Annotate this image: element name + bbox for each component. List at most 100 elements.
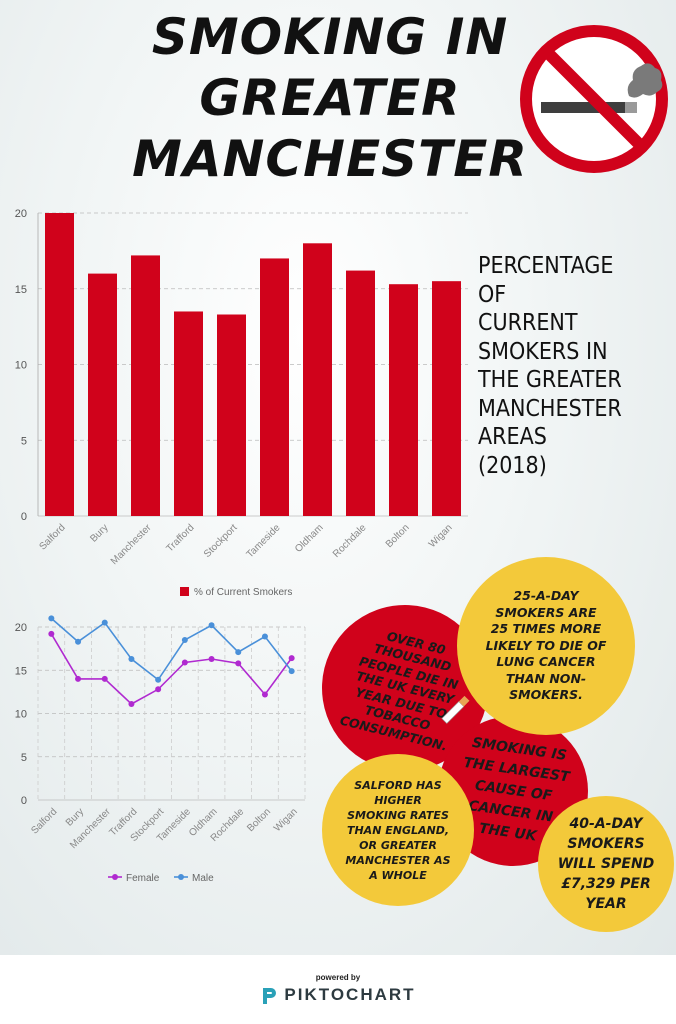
fact-text: MANCHESTER AS <box>345 853 451 867</box>
no-smoking-icon <box>520 25 668 173</box>
series-line-female <box>50 633 293 705</box>
data-point-female <box>261 691 268 698</box>
fact-bubble-cost: 40-A-DAY SMOKERS WILL SPEND £7,329 PER Y… <box>538 796 674 932</box>
caption-line: OF <box>478 281 507 308</box>
bar <box>432 281 461 516</box>
data-point-male <box>155 676 162 683</box>
data-point-male <box>288 668 295 675</box>
fact-text: 40-A-DAY <box>569 816 643 832</box>
fact-text: SMOKERS ARE <box>495 604 597 620</box>
title-line-2: GREATER <box>199 69 461 127</box>
cigarette-icon <box>441 695 470 724</box>
brand-name: PIKTOCHART <box>284 985 416 1004</box>
legend-marker <box>112 874 118 880</box>
y-tick-label: 0 <box>21 795 27 807</box>
x-tick-label: Salford <box>29 806 59 836</box>
y-tick-label: 10 <box>15 709 27 721</box>
x-tick-label: Wigan <box>427 522 455 550</box>
footer <box>0 955 676 1024</box>
fact-bubble-lung-cancer: 25-A-DAY SMOKERS ARE 25 TIMES MORE LIKEL… <box>457 557 635 735</box>
fact-text: LUNG CANCER <box>496 654 596 670</box>
fact-text: £7,329 PER <box>561 876 651 892</box>
fact-text: SALFORD HAS <box>354 778 442 792</box>
series-line-male <box>50 617 293 681</box>
legend-label: Male <box>192 873 214 884</box>
caption-line: MANCHESTER <box>478 395 622 422</box>
caption-line: (2018) <box>478 452 547 479</box>
fact-bubble-salford: SALFORD HAS HIGHER SMOKING RATES THAN EN… <box>322 754 474 906</box>
x-tick-label: Bolton <box>245 806 273 834</box>
data-point-female <box>181 659 188 666</box>
x-tick-label: Rochdale <box>331 522 369 560</box>
y-tick-label: 15 <box>15 665 27 677</box>
fact-text: WILL SPEND <box>557 856 655 872</box>
chart-caption: PERCENTAGE OF CURRENT SMOKERS IN THE GRE… <box>478 252 668 480</box>
x-tick-label: Tameside <box>245 522 283 560</box>
y-tick-label: 0 <box>21 511 27 523</box>
data-point-female <box>288 655 295 662</box>
fact-text: A WHOLE <box>369 868 427 882</box>
fact-text: SMOKERS <box>567 836 645 852</box>
bar <box>303 243 332 517</box>
data-point-male <box>181 636 188 643</box>
title-line-3: MANCHESTER <box>132 130 528 188</box>
caption-line: SMOKERS IN <box>478 338 608 365</box>
legend-swatch <box>180 587 189 596</box>
fact-text: YEAR <box>585 896 627 912</box>
y-tick-label: 5 <box>21 752 27 764</box>
fact-text: 25 TIMES MORE <box>490 621 602 637</box>
data-point-female <box>128 700 135 707</box>
data-point-male <box>235 649 242 656</box>
data-point-female <box>155 686 162 693</box>
fact-text: HIGHER <box>374 793 422 807</box>
bar <box>45 213 74 516</box>
data-point-female <box>235 660 242 667</box>
bar <box>217 314 246 516</box>
y-tick-label: 15 <box>15 284 27 296</box>
fact-text: SMOKERS. <box>509 687 583 703</box>
data-point-male <box>128 656 135 663</box>
data-point-male <box>101 619 108 626</box>
data-point-female <box>48 630 55 637</box>
y-tick-label: 10 <box>15 360 27 372</box>
y-tick-label: 20 <box>15 208 27 220</box>
y-tick-label: 5 <box>21 435 27 447</box>
title-line-1: SMOKING IN <box>151 8 509 66</box>
data-point-male <box>75 638 82 645</box>
brand-link[interactable]: PIKTOCHART <box>0 985 676 1006</box>
fact-text: THAN ENGLAND, <box>346 823 450 837</box>
x-tick-label: Bolton <box>384 522 412 550</box>
data-point-male <box>261 633 268 640</box>
legend-label: % of Current Smokers <box>194 587 292 598</box>
x-tick-label: Oldham <box>293 522 326 555</box>
bar <box>131 255 160 517</box>
fact-text: SMOKING RATES <box>347 808 449 822</box>
x-tick-label: Trafford <box>164 522 196 554</box>
data-point-female <box>208 656 215 663</box>
x-tick-label: Manchester <box>109 522 154 567</box>
caption-line: CURRENT <box>478 310 578 336</box>
x-tick-label: Wigan <box>272 806 300 834</box>
powered-by-label: powered by <box>315 973 361 982</box>
bar <box>174 311 203 516</box>
legend-marker <box>178 874 184 880</box>
y-tick-label: 20 <box>15 622 27 634</box>
data-point-male <box>208 622 215 629</box>
x-tick-label: Salford <box>37 522 67 552</box>
data-point-male <box>48 615 55 622</box>
x-tick-label: Bury <box>88 522 110 544</box>
x-tick-label: Bury <box>64 806 86 828</box>
bar <box>389 284 418 516</box>
caption-line: THE GREATER <box>478 367 622 393</box>
bar <box>260 258 289 516</box>
bar <box>346 270 375 516</box>
fact-text: OR GREATER <box>359 838 437 852</box>
bar <box>88 273 117 516</box>
piktochart-logo-icon <box>263 987 277 1004</box>
x-tick-label: Stockport <box>202 522 240 560</box>
fact-text: 25-A-DAY <box>513 588 579 604</box>
legend-label: Female <box>126 873 160 884</box>
